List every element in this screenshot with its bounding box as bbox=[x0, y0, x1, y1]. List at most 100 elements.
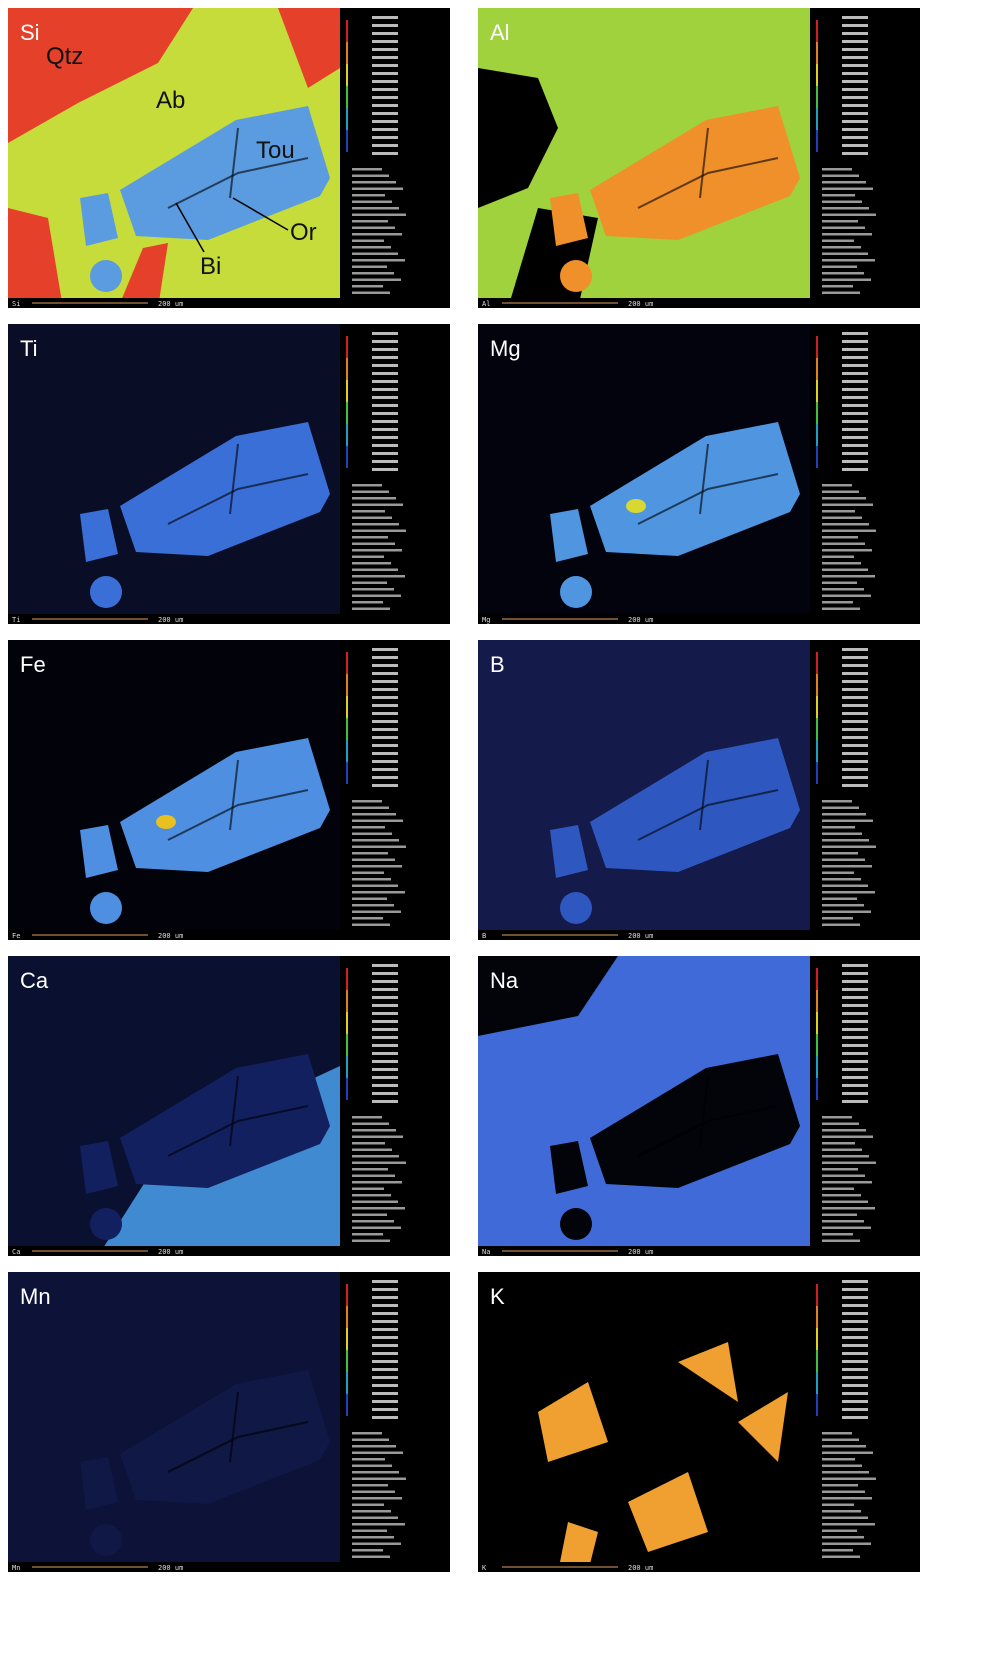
legend-text bbox=[372, 760, 398, 763]
info-text bbox=[352, 1214, 387, 1217]
legend-text bbox=[842, 720, 868, 723]
color-scale bbox=[816, 336, 818, 358]
color-scale bbox=[816, 1056, 818, 1078]
info-text bbox=[822, 826, 855, 829]
legend-text bbox=[372, 996, 398, 999]
info-text bbox=[352, 1188, 384, 1191]
fragment bbox=[560, 576, 592, 608]
info-text bbox=[352, 1233, 383, 1236]
legend-text bbox=[842, 372, 868, 375]
info-text bbox=[822, 859, 865, 862]
sidebar bbox=[810, 324, 920, 624]
legend-text bbox=[842, 736, 868, 739]
legend-text bbox=[842, 1376, 868, 1379]
color-scale bbox=[346, 402, 348, 424]
info-text bbox=[352, 911, 401, 914]
info-text bbox=[352, 1194, 391, 1197]
legend-text bbox=[842, 396, 868, 399]
element-label: Ca bbox=[20, 968, 49, 993]
color-scale bbox=[346, 42, 348, 64]
sidebar bbox=[340, 956, 450, 1256]
legend-text bbox=[372, 964, 398, 967]
figure: Si200 umSiQtzAbTouOrBiAl200 umAlTi200 um… bbox=[0, 0, 983, 1671]
info-text bbox=[352, 595, 401, 598]
element-label: Na bbox=[490, 968, 519, 993]
info-text bbox=[822, 1484, 858, 1487]
info-text bbox=[822, 562, 861, 565]
color-scale bbox=[346, 1350, 348, 1372]
color-scale bbox=[816, 674, 818, 696]
info-text bbox=[352, 259, 405, 262]
legend-text bbox=[372, 1068, 398, 1071]
info-text bbox=[352, 885, 398, 888]
info-text bbox=[822, 1129, 866, 1132]
legend-text bbox=[842, 72, 868, 75]
color-scale bbox=[346, 696, 348, 718]
legend-text bbox=[842, 1068, 868, 1071]
color-scale bbox=[346, 336, 348, 358]
info-text bbox=[822, 872, 854, 875]
legend-text bbox=[372, 112, 398, 115]
info-text bbox=[352, 1207, 405, 1210]
color-scale bbox=[816, 86, 818, 108]
info-text bbox=[822, 588, 864, 591]
legend-text bbox=[372, 1328, 398, 1331]
color-scale bbox=[346, 1394, 348, 1416]
color-scale bbox=[346, 674, 348, 696]
color-scale bbox=[816, 1306, 818, 1328]
legend-text bbox=[842, 128, 868, 131]
legend-text bbox=[372, 1100, 398, 1103]
info-text bbox=[822, 1155, 869, 1158]
legend-text bbox=[842, 48, 868, 51]
info-text bbox=[822, 833, 862, 836]
corner-label: Ca bbox=[12, 1248, 20, 1256]
info-text bbox=[352, 272, 394, 275]
element-map: Fe200 umFe bbox=[8, 640, 450, 940]
legend-text bbox=[372, 696, 398, 699]
legend-text bbox=[842, 696, 868, 699]
info-text bbox=[822, 510, 855, 513]
info-text bbox=[822, 279, 871, 282]
color-scale bbox=[346, 1056, 348, 1078]
legend-text bbox=[842, 784, 868, 787]
info-text bbox=[352, 227, 395, 230]
info-text bbox=[352, 1149, 392, 1152]
legend-text bbox=[372, 48, 398, 51]
info-text bbox=[822, 497, 866, 500]
mineral-label: Bi bbox=[200, 253, 221, 280]
info-text bbox=[822, 272, 864, 275]
legend-text bbox=[372, 776, 398, 779]
info-text bbox=[822, 800, 852, 803]
color-scale bbox=[346, 424, 348, 446]
color-scale bbox=[346, 108, 348, 130]
info-text bbox=[822, 292, 860, 295]
color-scale bbox=[346, 1034, 348, 1056]
info-text bbox=[352, 233, 402, 236]
info-text bbox=[822, 839, 869, 842]
info-text bbox=[822, 201, 862, 204]
legend-text bbox=[842, 112, 868, 115]
legend-text bbox=[842, 88, 868, 91]
info-text bbox=[352, 833, 392, 836]
sidebar bbox=[340, 8, 450, 308]
legend-text bbox=[842, 340, 868, 343]
mineral-label: Or bbox=[290, 219, 317, 246]
info-text bbox=[352, 194, 385, 197]
info-text bbox=[822, 1556, 860, 1559]
legend-text bbox=[842, 1392, 868, 1395]
info-text bbox=[822, 1194, 861, 1197]
legend-text bbox=[842, 1360, 868, 1363]
legend-text bbox=[372, 1044, 398, 1047]
info-text bbox=[352, 1556, 390, 1559]
color-scale bbox=[816, 1034, 818, 1056]
legend-text bbox=[372, 1344, 398, 1347]
legend-text bbox=[842, 332, 868, 335]
color-scale bbox=[346, 358, 348, 380]
info-text bbox=[352, 188, 403, 191]
info-text bbox=[352, 826, 385, 829]
element-map: Mn200 umMn bbox=[8, 1272, 450, 1572]
fragment bbox=[90, 1524, 122, 1556]
legend-text bbox=[842, 1368, 868, 1371]
color-scale bbox=[816, 42, 818, 64]
